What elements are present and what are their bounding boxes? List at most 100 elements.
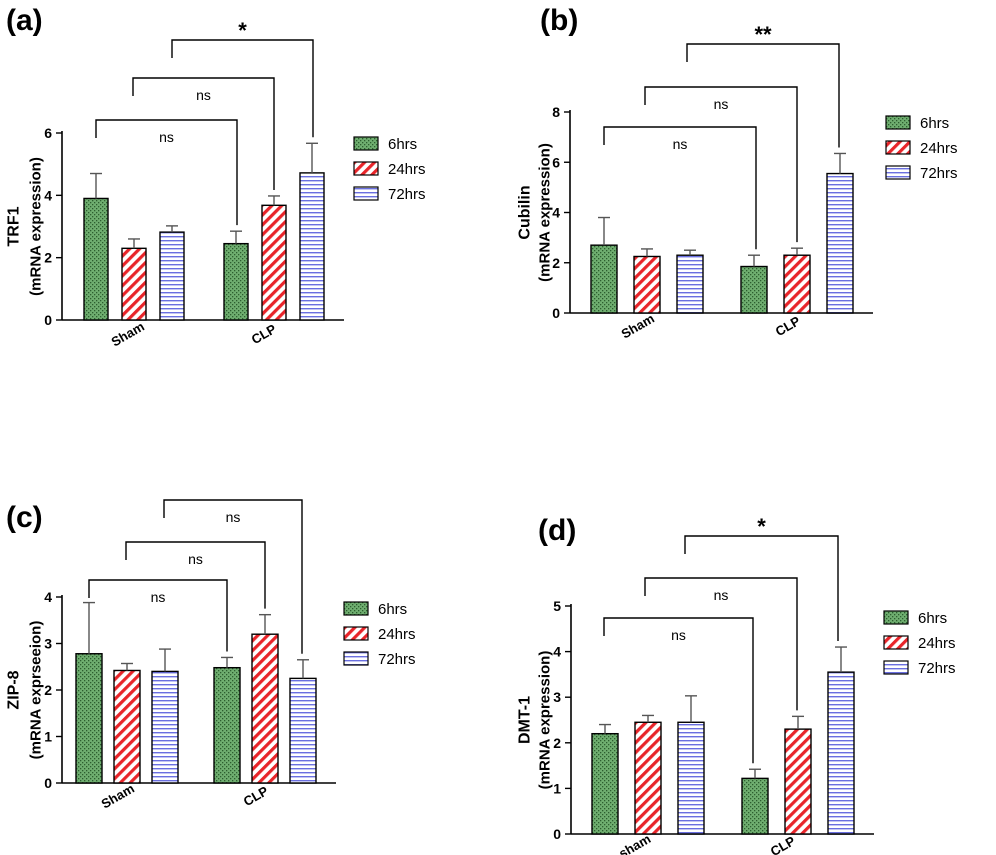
legend-label: 6hrs bbox=[378, 601, 407, 618]
legend-label: 24hrs bbox=[920, 140, 958, 157]
bar-72hrs-CLP bbox=[826, 172, 854, 314]
y-tick-label: 3 bbox=[44, 636, 52, 652]
significance-label: ns bbox=[673, 136, 688, 152]
y-axis-sublabel: (mRNA expression) bbox=[537, 143, 554, 282]
bar-6hrs-Sham bbox=[75, 653, 103, 784]
y-tick-label: 1 bbox=[553, 780, 561, 796]
y-tick-label: 6 bbox=[44, 125, 52, 141]
y-tick-label: 0 bbox=[552, 305, 560, 321]
y-axis-label: ZIP-8 bbox=[6, 670, 23, 709]
significance-label: ns bbox=[226, 509, 241, 525]
significance-bracket bbox=[644, 577, 798, 711]
panel-label: (a) bbox=[6, 4, 43, 37]
legend-swatch-24hrs bbox=[353, 161, 379, 176]
legend-label: 24hrs bbox=[388, 161, 426, 178]
legend-swatch-6hrs bbox=[353, 136, 379, 151]
x-category-label: Sham bbox=[109, 319, 147, 350]
bar-6hrs-CLP bbox=[223, 242, 249, 321]
significance-bracket bbox=[603, 617, 754, 764]
legend-label: 6hrs bbox=[918, 610, 947, 627]
legend-label: 6hrs bbox=[388, 136, 417, 153]
chart-panel-b: (b) Cubilin (mRNA expression) 0 2 4 6 8 Sham CLP n… bbox=[517, 4, 958, 341]
x-category-label: Sham bbox=[99, 781, 137, 812]
bar-72hrs-sham bbox=[677, 721, 705, 835]
bar-24hrs-CLP bbox=[261, 204, 287, 321]
legend-label: 72hrs bbox=[920, 165, 958, 182]
legend-label: 6hrs bbox=[920, 115, 949, 132]
y-axis-sublabel: (mRNA expression) bbox=[537, 651, 554, 790]
bar-6hrs-sham bbox=[591, 732, 619, 835]
bar-24hrs-sham bbox=[634, 721, 662, 835]
y-tick-label: 6 bbox=[552, 154, 560, 170]
y-axis-sublabel: (mRNA expression) bbox=[28, 157, 45, 296]
bar-24hrs-CLP bbox=[251, 633, 279, 784]
bar-6hrs-Sham bbox=[590, 244, 618, 314]
significance-label: ns bbox=[188, 551, 203, 567]
significance-bracket bbox=[88, 579, 228, 652]
significance-label: ns bbox=[714, 587, 729, 603]
legend-swatch-72hrs bbox=[353, 186, 379, 201]
legend-swatch-24hrs bbox=[883, 635, 909, 650]
significance-bracket bbox=[125, 541, 266, 609]
significance-label: ns bbox=[151, 589, 166, 605]
y-axis-label: DMT-1 bbox=[517, 696, 534, 744]
legend-label: 24hrs bbox=[378, 626, 416, 643]
x-category-label: CLP bbox=[241, 783, 271, 809]
y-axis-label: Cubilin bbox=[517, 185, 534, 239]
bar-6hrs-CLP bbox=[740, 265, 768, 314]
x-category-label: CLP bbox=[768, 833, 798, 855]
significance-label: ** bbox=[754, 22, 772, 47]
bar-72hrs-Sham bbox=[676, 254, 704, 314]
legend-swatch-6hrs bbox=[343, 601, 369, 616]
y-tick-label: 3 bbox=[553, 689, 561, 705]
panel-label: (d) bbox=[538, 514, 576, 547]
legend-swatch-72hrs bbox=[343, 651, 369, 666]
y-tick-label: 0 bbox=[44, 775, 52, 791]
y-tick-label: 2 bbox=[44, 682, 52, 698]
significance-label: ns bbox=[159, 129, 174, 145]
y-tick-label: 8 bbox=[552, 104, 560, 120]
bar-6hrs-CLP bbox=[213, 666, 241, 784]
y-tick-label: 2 bbox=[552, 255, 560, 271]
panel-label: (b) bbox=[540, 4, 578, 37]
significance-bracket bbox=[684, 535, 839, 642]
y-tick-label: 4 bbox=[44, 187, 52, 203]
significance-bracket bbox=[686, 43, 840, 148]
bar-72hrs-CLP bbox=[299, 172, 325, 321]
panel-label: (c) bbox=[6, 501, 43, 534]
bar-24hrs-CLP bbox=[784, 728, 812, 835]
x-category-label: CLP bbox=[773, 313, 803, 339]
significance-bracket bbox=[132, 77, 275, 190]
y-tick-label: 4 bbox=[552, 205, 560, 221]
y-tick-label: 5 bbox=[553, 598, 561, 614]
bar-24hrs-Sham bbox=[113, 669, 141, 784]
significance-label: ns bbox=[196, 87, 211, 103]
x-category-label: Sham bbox=[619, 311, 657, 342]
bar-6hrs-CLP bbox=[741, 777, 769, 835]
significance-label: ns bbox=[671, 627, 686, 643]
significance-bracket bbox=[644, 86, 798, 243]
significance-bracket bbox=[95, 119, 238, 226]
legend-label: 24hrs bbox=[918, 635, 956, 652]
y-tick-label: 0 bbox=[44, 312, 52, 328]
bar-72hrs-Sham bbox=[151, 670, 179, 784]
y-tick-label: 2 bbox=[44, 250, 52, 266]
y-axis-sublabel: (mRNA exprseeion) bbox=[28, 621, 45, 760]
y-tick-label: 0 bbox=[553, 826, 561, 842]
y-tick-label: 1 bbox=[44, 729, 52, 745]
significance-bracket bbox=[163, 499, 303, 654]
legend-label: 72hrs bbox=[378, 651, 416, 668]
legend-label: 72hrs bbox=[388, 186, 426, 203]
x-category-label: CLP bbox=[249, 321, 279, 347]
significance-label: * bbox=[238, 18, 247, 43]
legend-swatch-72hrs bbox=[885, 165, 911, 180]
bar-24hrs-CLP bbox=[783, 254, 811, 314]
y-axis-label: TRF1 bbox=[6, 206, 23, 246]
bar-72hrs-Sham bbox=[159, 231, 185, 321]
significance-label: ns bbox=[714, 96, 729, 112]
y-tick-label: 4 bbox=[553, 644, 561, 660]
chart-panel-a: (a) TRF1 (mRNA expression) 0 2 4 6 Sham CLP ns ns *… bbox=[6, 4, 426, 349]
legend-swatch-6hrs bbox=[885, 115, 911, 130]
